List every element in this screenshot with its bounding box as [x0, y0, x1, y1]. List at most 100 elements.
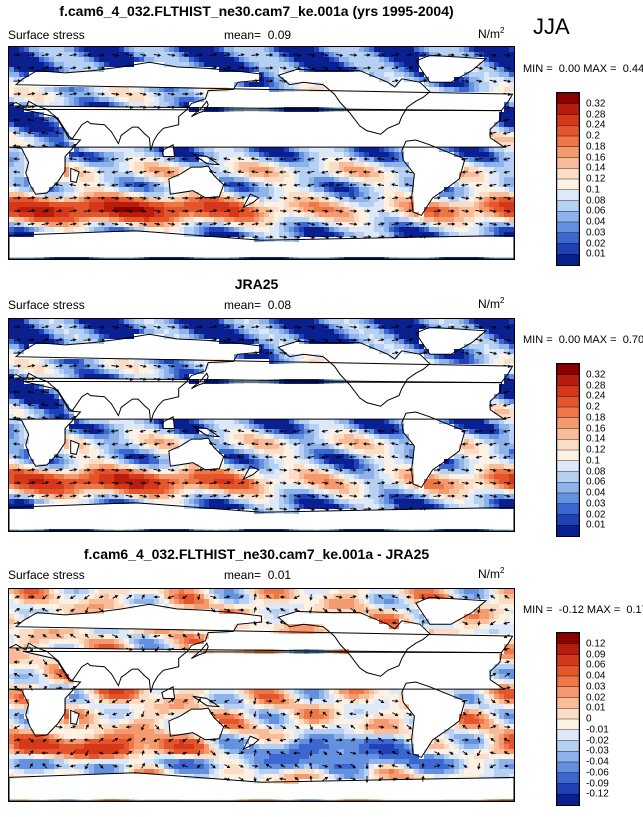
- coastline: [191, 372, 209, 389]
- panel-3-title: f.cam6_4_032.FLTHIST_ne30.cam7_ke.001a -…: [83, 546, 430, 562]
- colorbar-swatch: [557, 146, 579, 159]
- colorbar-tick-label: 0.03: [586, 227, 606, 239]
- colorbar-swatch: [557, 794, 579, 805]
- colorbar-tick-label: 0.28: [586, 380, 606, 391]
- colorbar-swatch: [557, 232, 579, 245]
- panel-2-units: N/m2: [478, 296, 505, 311]
- colorbar-swatch: [557, 654, 579, 666]
- wind-vectors: [12, 53, 512, 239]
- panel-1-minmax: MIN = 0.00 MAX = 0.44: [523, 63, 643, 75]
- coastline: [192, 695, 220, 708]
- colorbar-tick-label: 0.06: [586, 659, 606, 671]
- colorbar-tick-label: 0.01: [586, 248, 606, 260]
- panel-3-variable: Surface stress: [8, 568, 85, 582]
- coastline: [9, 603, 514, 693]
- coastline: [401, 681, 466, 759]
- colorbar-tick-label: 0.2: [586, 130, 600, 142]
- coastline: [415, 54, 488, 83]
- colorbar-tick-label: 0.02: [586, 238, 606, 249]
- colorbar-tick-label: 0.12: [586, 444, 606, 456]
- colorbar-swatch: [557, 364, 579, 376]
- colorbar-swatch: [557, 406, 579, 419]
- panel-3-map: [8, 588, 515, 802]
- coastline: [277, 610, 431, 677]
- coastline: [242, 193, 260, 209]
- coastline: [168, 165, 225, 199]
- coastline: [9, 333, 514, 423]
- coastline: [9, 502, 514, 531]
- coastline: [192, 425, 220, 438]
- coastline: [242, 465, 260, 481]
- colorbar-swatch: [557, 729, 579, 742]
- colorbar-swatch: [557, 417, 579, 430]
- panel-2-colorbar: [556, 363, 580, 537]
- colorbar-tick-label: 0.1: [586, 184, 600, 196]
- panel-2-minmax: MIN = 0.00 MAX = 0.70: [523, 334, 643, 346]
- season-label: JJA: [533, 14, 570, 39]
- panel-1-colorbar: [556, 92, 580, 266]
- colorbar-swatch: [557, 385, 579, 397]
- panel-3-mean: mean= 0.01: [224, 568, 292, 582]
- colorbar-tick-label: 0.03: [586, 498, 606, 510]
- colorbar-swatch: [557, 665, 579, 677]
- coastline: [161, 416, 176, 429]
- coastline: [9, 650, 506, 737]
- coastline: [192, 153, 220, 166]
- colorbar-swatch: [557, 374, 579, 387]
- colorbar-swatch: [557, 761, 579, 774]
- colorbar-swatch: [557, 740, 579, 752]
- colorbar-swatch: [557, 93, 579, 105]
- colorbar-swatch: [557, 460, 579, 473]
- coastline: [401, 411, 466, 489]
- colorbar-swatch: [557, 718, 579, 731]
- colorbar-swatch: [557, 221, 579, 234]
- colorbar-tick-label: 0.02: [586, 692, 606, 703]
- colorbar-swatch: [557, 157, 579, 169]
- colorbar-swatch: [557, 772, 579, 785]
- colorbar-swatch: [557, 751, 579, 763]
- stress-field: [9, 589, 514, 801]
- colorbar-tick-label: -0.04: [586, 756, 609, 768]
- colorbar-tick-label: 0.06: [586, 476, 606, 488]
- coastline: [168, 707, 225, 741]
- colorbar-tick-label: -0.06: [586, 767, 609, 779]
- coastline: [168, 437, 225, 471]
- coastline: [242, 735, 260, 751]
- colorbar-tick-label: -0.03: [586, 745, 609, 757]
- colorbar-tick-label: 0.18: [586, 412, 606, 424]
- panel-2-mean: mean= 0.08: [224, 298, 292, 312]
- colorbar-tick-label: 0.24: [586, 390, 606, 402]
- colorbar-tick-label: 0.04: [586, 216, 606, 228]
- panel-3-colorbar: [556, 632, 580, 806]
- panel-1-variable: Surface stress: [8, 28, 85, 42]
- colorbar-tick-label: 0.03: [586, 681, 606, 693]
- colorbar-swatch: [557, 514, 579, 526]
- colorbar-swatch: [557, 471, 579, 483]
- colorbar-swatch: [557, 697, 579, 709]
- colorbar-tick-label: 0.12: [586, 638, 606, 650]
- panel-2-variable: Surface stress: [8, 298, 85, 312]
- colorbar-tick-label: -0.02: [586, 735, 609, 746]
- panel-1-map: [8, 46, 515, 260]
- colorbar-tick-label: 0.32: [586, 98, 606, 110]
- coastline: [415, 326, 488, 355]
- colorbar-swatch: [557, 428, 579, 440]
- coastline: [401, 139, 466, 217]
- colorbar-swatch: [557, 396, 579, 408]
- coastline: [161, 144, 176, 157]
- colorbar-tick-label: -0.01: [586, 724, 609, 736]
- colorbar-swatch: [557, 503, 579, 516]
- colorbar-swatch: [557, 675, 579, 688]
- colorbar-swatch: [557, 168, 579, 180]
- coastline: [70, 439, 80, 455]
- coastline: [161, 686, 176, 699]
- colorbar-tick-label: 0.08: [586, 466, 606, 477]
- colorbar-tick-label: 0.2: [586, 401, 600, 413]
- colorbar-tick-label: 0.28: [586, 109, 606, 120]
- coastline: [70, 709, 80, 725]
- wind-vectors: [12, 325, 512, 511]
- colorbar-swatch: [557, 783, 579, 795]
- colorbar-swatch: [557, 449, 579, 462]
- colorbar-tick-label: 0.1: [586, 455, 600, 467]
- coastline: [9, 772, 514, 801]
